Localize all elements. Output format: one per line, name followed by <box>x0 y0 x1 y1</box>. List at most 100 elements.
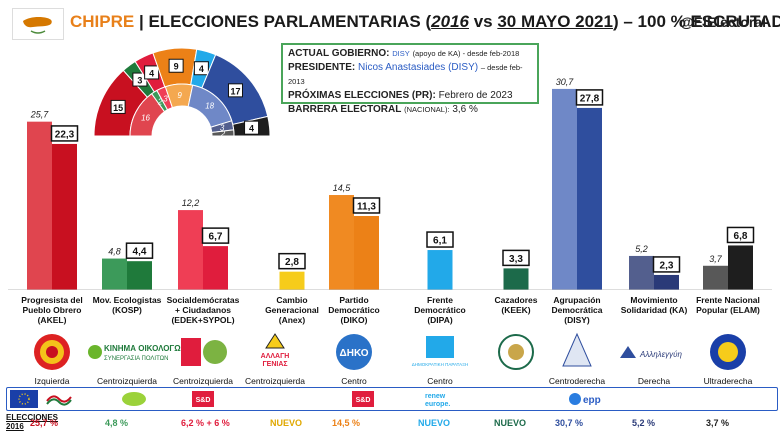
svg-text:ΣΥΝΕΡΓΑΣΙΑ ΠΟΛΙΤΩΝ: ΣΥΝΕΡΓΑΣΙΑ ΠΟΛΙΤΩΝ <box>104 356 168 362</box>
party-label: Socialdemócratas + Ciudadanos (EDEK+SYPOL) <box>166 295 240 325</box>
ideology-label: Centroizquierda <box>172 376 233 386</box>
bar-label-box <box>201 227 230 244</box>
elections-2016-label: ELECCIONES 2016 <box>6 413 59 431</box>
ideology-label: Derecha <box>637 376 671 386</box>
bar-label-2016: 5,2 <box>635 244 648 254</box>
bar-label-2021: 2,3 <box>660 260 674 271</box>
diko-logo-icon: ΔΗΚΟ <box>336 334 372 370</box>
party-label: Agrupación Democrática (DISY) <box>551 295 603 325</box>
bar-label-2021: 3,3 <box>509 254 523 265</box>
seat-segment-2016 <box>211 129 235 137</box>
page-title: CHIPRE | ELECCIONES PARLAMENTARIAS (2016… <box>70 12 780 31</box>
result-2016: 25,7 % <box>30 418 59 428</box>
seat-label-2016: 16 <box>141 113 150 122</box>
result-2016: 14,5 % <box>332 418 361 428</box>
seat-label-2016: 2 <box>157 97 163 106</box>
svg-text:ΓΕΝΙΑΣ: ΓΕΝΙΑΣ <box>262 361 287 368</box>
sd-label-2: S&D <box>356 397 371 404</box>
seat-label-box <box>110 99 126 114</box>
bar-2021 <box>279 271 305 290</box>
bar-label-box <box>278 252 306 270</box>
party-label: Movimiento Solidaridad (KA) <box>620 295 688 315</box>
epp-label: epp <box>583 395 601 406</box>
sd-logo-icon <box>192 391 214 407</box>
result-2016: NUEVO <box>418 418 451 428</box>
bar-label-2016: 25,7 <box>30 110 50 120</box>
result-2016: NUEVO <box>494 418 527 428</box>
seat-label-box <box>227 83 243 98</box>
seat-label-2016: 3 <box>163 94 168 103</box>
seat-label-2016: 2 <box>220 130 226 139</box>
bar-2021 <box>203 246 228 290</box>
bar-chart: 25,722,34,8 4,412,26,72,814,511,36,13,330… <box>8 77 772 290</box>
result-2016: 30,7 % <box>555 418 584 428</box>
seat-label-2016: 3 <box>220 124 225 133</box>
result-2016: 4,8 % <box>105 418 129 428</box>
bar-2016 <box>329 195 354 290</box>
seat-label-box <box>144 65 160 80</box>
party-label: Cambio Generacional (Anex) <box>265 295 319 325</box>
svg-text:ΔΗΚΟ: ΔΗΚΟ <box>340 348 369 359</box>
bar-label-2021: 6,1 <box>433 236 447 247</box>
ideology-label: Centro <box>341 376 367 386</box>
edek-logo-icon <box>181 338 227 366</box>
party-logos: ΚΙΝΗΜΑ ΟΙΚΟΛΟΓΩΝ ΣΥΝΕΡΓΑΣΙΑ ΠΟΛΙΤΩΝ ΑΛΛΑΓΗ… <box>34 332 746 370</box>
bar-label-box <box>426 231 454 248</box>
svg-text:ΑΛΛΑΓΗ: ΑΛΛΑΓΗ <box>261 353 290 360</box>
bar-label-box <box>502 249 530 267</box>
party-label: Cazadores (KEEK) <box>494 295 538 315</box>
bar-2021 <box>127 261 152 290</box>
seat-label-2021: 9 <box>174 62 179 72</box>
bar-2021 <box>577 107 602 290</box>
seat-label-2021: 15 <box>113 103 123 113</box>
disy-logo-icon <box>562 332 592 367</box>
ideology-label: Centroizquierda <box>244 376 305 386</box>
seat-segment-2016 <box>187 84 233 128</box>
greens-icon <box>122 392 146 406</box>
ideology-label: Ultraderecha <box>703 376 753 386</box>
bar-2016 <box>178 210 203 290</box>
party-label: Mov. Ecologistas (KOSP) <box>92 295 162 315</box>
party-label: Progresista del Pueblo Obrero (AKEL) <box>21 295 83 325</box>
bar-label-2016: 12,2 <box>182 198 200 208</box>
gue-icon <box>46 395 72 403</box>
bar-label-2021: 27,8 <box>580 93 600 104</box>
elam-logo-icon <box>710 334 746 370</box>
dipa-logo-icon: ΔΗΜΟΚΡΑΤΙΚΗ ΠΑΡΑΤΑΞΗ <box>412 336 468 367</box>
renew-logo-icon: renew <box>425 393 446 400</box>
party-label: Partido Democrático (DIKO) <box>328 295 380 325</box>
ideology-label: Centroizquierda <box>96 376 157 386</box>
bar-label-2021: 4,4 <box>133 247 147 258</box>
seat-label-2021: 4 <box>249 124 254 134</box>
bar-2016 <box>102 258 127 290</box>
seat-label-2021: 17 <box>230 86 240 96</box>
sd-label-1: S&D <box>196 397 211 404</box>
bar-2021 <box>52 143 77 290</box>
bar-label-2021: 2,8 <box>285 257 299 268</box>
bar-label-2016: 30,7 <box>556 77 575 87</box>
bar-2021 <box>728 245 753 290</box>
result-2016: 3,7 % <box>706 418 730 428</box>
epp-logo-icon <box>569 393 581 405</box>
bar-2016 <box>27 121 52 290</box>
ideology-label: Izquierda <box>34 376 70 386</box>
bar-2021 <box>427 250 453 290</box>
seat-label-box <box>193 61 209 76</box>
eu-flag-icon <box>10 390 38 408</box>
bar-2016 <box>703 265 728 290</box>
ideology-label: Centro <box>427 376 453 386</box>
result-2016: 6,2 % + 6 % <box>181 418 230 428</box>
eu-group-band: S&D S&D renew europe. epp <box>6 387 778 411</box>
bar-2021 <box>503 268 529 290</box>
seat-label-2021: 4 <box>199 64 204 74</box>
ideology-label: Centroderecha <box>548 376 606 386</box>
bar-label-box <box>652 256 681 273</box>
akel-logo-icon <box>34 334 70 370</box>
bar-2021 <box>354 215 379 290</box>
renew-label-2: europe. <box>425 401 450 408</box>
bar-label-2016: 3,7 <box>709 254 723 264</box>
seat-label-2016: 18 <box>205 102 214 111</box>
